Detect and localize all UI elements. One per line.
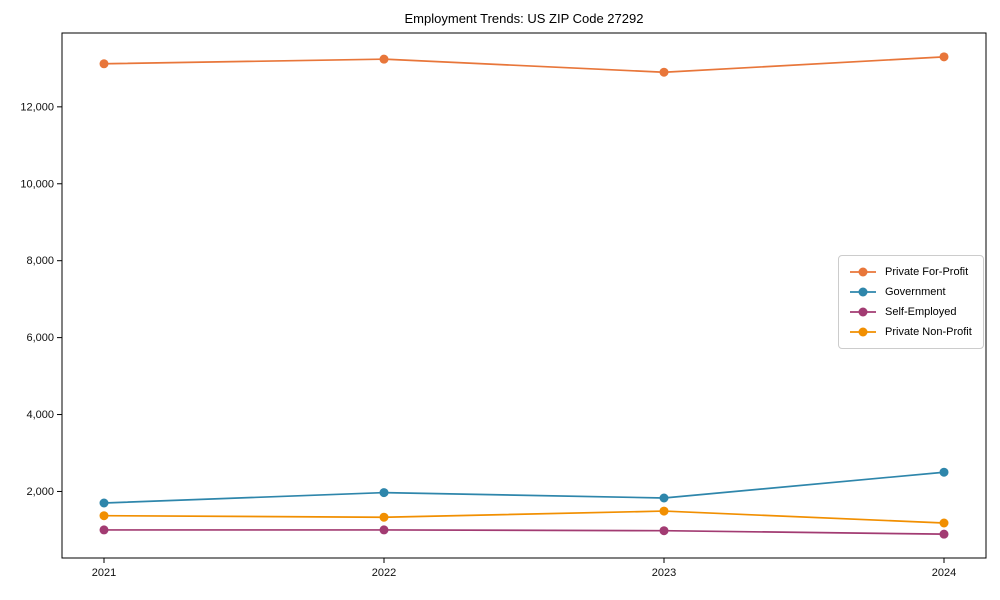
x-tick-label: 2021 [92, 567, 116, 579]
series-marker-self-employed [659, 526, 669, 536]
x-tick-label: 2022 [372, 567, 396, 579]
legend-label: Self-Employed [885, 306, 957, 318]
series-marker-self-employed [379, 525, 389, 535]
series-marker-private-for-profit [659, 67, 669, 77]
x-tick-label: 2023 [652, 567, 676, 579]
series-marker-private-non-profit [939, 518, 949, 528]
legend-item-government: Government [848, 282, 974, 302]
series-line-government [103, 471, 945, 504]
y-tick-label: 6,000 [26, 332, 54, 344]
series-line-self-employed [104, 529, 945, 536]
y-tick-label: 10,000 [20, 178, 54, 190]
series-marker-private-for-profit [379, 54, 389, 64]
legend-label: Private For-Profit [885, 266, 969, 278]
legend-box: Private For-Profit Government Self-Employe… [838, 255, 984, 349]
series-marker-private-for-profit [99, 59, 109, 69]
legend-marker-icon [850, 287, 876, 297]
series-marker-self-employed [99, 525, 109, 535]
legend-item-self-employed: Self-Employed [848, 302, 974, 322]
chart-title: Employment Trends: US ZIP Code 27292 [404, 11, 644, 26]
x-tick-label: 2024 [932, 567, 956, 579]
series-marker-government [939, 467, 949, 477]
y-tick-label: 12,000 [20, 101, 54, 113]
series-line-private-non-profit [103, 510, 945, 524]
legend-label: Government [885, 286, 946, 298]
legend-marker-icon [850, 267, 876, 277]
legend-marker-icon [850, 307, 876, 317]
series-marker-self-employed [939, 529, 949, 539]
legend-marker-icon [850, 327, 876, 337]
plot-area-border [61, 32, 987, 559]
series-marker-private-non-profit [99, 511, 109, 521]
legend-item-private-for-profit: Private For-Profit [848, 262, 974, 282]
series-marker-private-non-profit [379, 512, 389, 522]
y-tick-label: 2,000 [26, 486, 54, 498]
legend-label: Private Non-Profit [885, 326, 972, 338]
series-marker-government [99, 498, 109, 508]
series-marker-private-non-profit [659, 506, 669, 516]
y-tick-label: 4,000 [26, 409, 54, 421]
series-marker-private-for-profit [939, 52, 949, 62]
series-marker-government [379, 488, 389, 498]
series-line-private-for-profit [103, 55, 945, 74]
y-tick-label: 8,000 [26, 255, 54, 267]
series-marker-government [659, 493, 669, 503]
legend-item-private-non-profit: Private Non-Profit [848, 322, 974, 342]
